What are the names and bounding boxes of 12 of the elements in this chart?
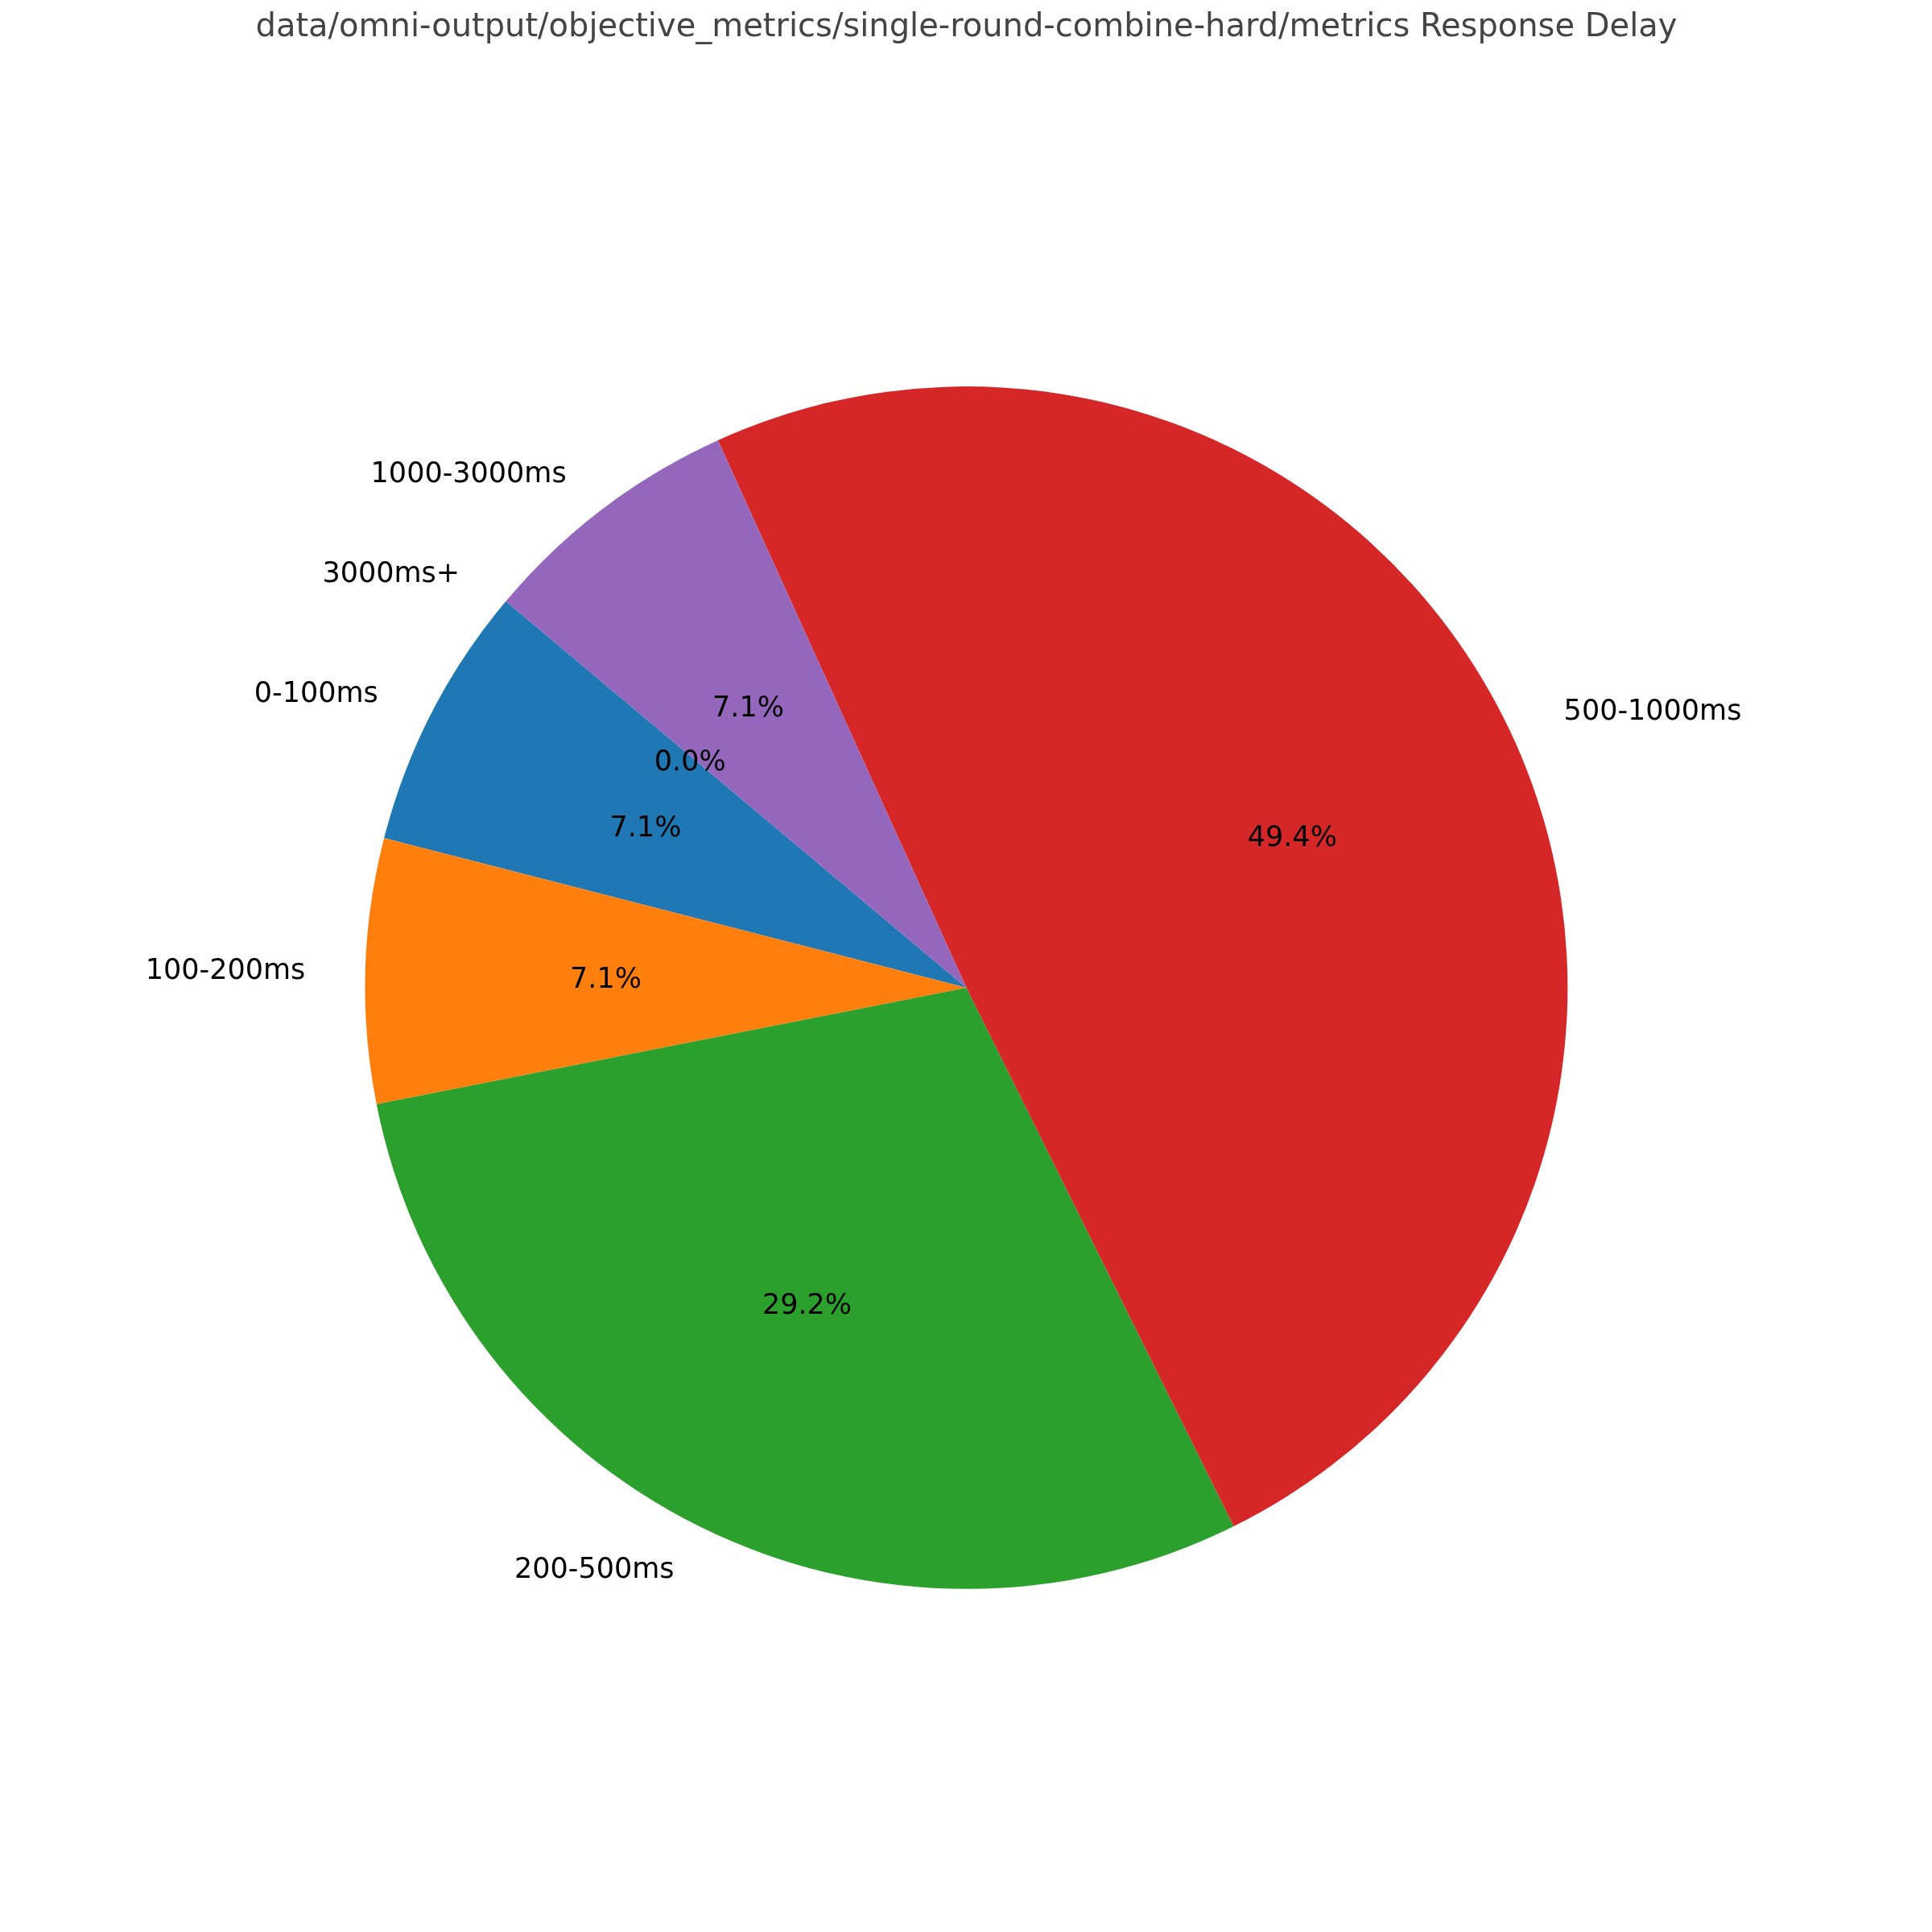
slice-label: 0-100ms: [254, 675, 378, 708]
slice-label: 500-1000ms: [1563, 694, 1742, 727]
slice-label: 100-200ms: [145, 953, 306, 986]
data-label: 7.1%: [712, 691, 784, 723]
chart-title: data/omni-output/objective_metrics/single-round-combine-hard/metrics Response Delay: [255, 6, 1678, 44]
slice-label: 1000-3000ms: [370, 456, 567, 489]
data-label: 7.1%: [609, 810, 682, 843]
data-label: 49.4%: [1247, 820, 1337, 853]
slice-label: 200-500ms: [514, 1551, 675, 1584]
category-label: 3000ms+: [322, 555, 460, 588]
data-label: 7.1%: [570, 961, 642, 994]
data-label: 29.2%: [762, 1288, 852, 1321]
